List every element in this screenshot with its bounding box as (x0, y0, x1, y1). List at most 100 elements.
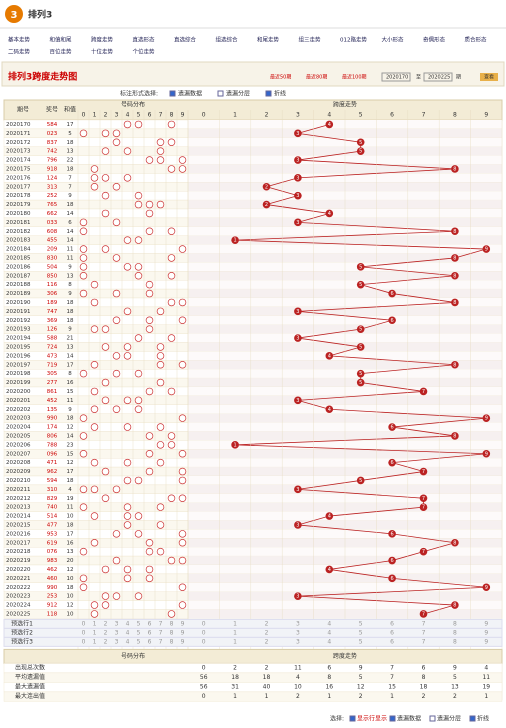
nav-link[interactable]: 大小形态 (382, 36, 405, 44)
preselect-digit[interactable]: 2 (265, 629, 269, 636)
preselect-digit[interactable]: 2 (265, 638, 269, 645)
to-box[interactable] (423, 72, 453, 82)
preselect-digit[interactable]: 5 (359, 629, 363, 636)
preselect-digit[interactable]: 1 (233, 620, 237, 627)
from-input[interactable]: 2020170 (386, 75, 408, 81)
preselect-digit[interactable]: 6 (148, 638, 152, 645)
nav-link[interactable]: 直选形态 (133, 36, 156, 44)
preselect-digit[interactable]: 4 (126, 620, 130, 627)
nav-link[interactable]: 个位走势 (133, 48, 156, 56)
preselect-digit[interactable]: 2 (104, 629, 108, 636)
preselect-digit[interactable]: 3 (296, 629, 300, 636)
preselect-digit[interactable]: 8 (170, 629, 174, 636)
to-input[interactable]: 2020225 (428, 75, 450, 81)
preselect-digit[interactable]: 4 (327, 638, 331, 645)
preselect-digit[interactable]: 7 (422, 620, 426, 627)
preselect-digit[interactable]: 6 (148, 629, 152, 636)
nav-link[interactable]: 质合形态 (465, 36, 488, 44)
checkbox[interactable] (389, 715, 396, 722)
preselect-digit[interactable]: 0 (82, 638, 86, 645)
preselect-digit[interactable]: 3 (296, 638, 300, 645)
preselect-digit[interactable]: 9 (484, 620, 488, 627)
preselect-digit[interactable]: 8 (170, 620, 174, 627)
option-label[interactable]: 遗漏数据 (178, 90, 202, 98)
preselect-digit[interactable]: 5 (137, 629, 141, 636)
range-link[interactable]: 最近80期 (306, 74, 327, 81)
preselect-digit[interactable]: 2 (104, 638, 108, 645)
preselect-digit[interactable]: 7 (159, 638, 163, 645)
checkbox[interactable] (217, 90, 224, 97)
footer-option[interactable]: 遗漏数据 (397, 715, 421, 723)
preselect-digit[interactable]: 9 (181, 629, 185, 636)
nav-link[interactable]: 基本走势 (8, 36, 31, 44)
digit-hit (79, 432, 88, 440)
preselect-digit[interactable]: 5 (137, 620, 141, 627)
preselect-digit[interactable]: 4 (327, 629, 331, 636)
nav-link[interactable]: 跨度走势 (91, 36, 114, 44)
nav-link[interactable]: 直选综合 (174, 36, 197, 44)
preselect-digit[interactable]: 8 (453, 629, 457, 636)
preselect-digit[interactable]: 7 (422, 629, 426, 636)
checkbox[interactable] (469, 715, 476, 722)
checkbox[interactable] (169, 90, 176, 97)
preselect-digit[interactable]: 6 (390, 620, 394, 627)
preselect-digit[interactable]: 1 (93, 638, 97, 645)
preselect-digit[interactable]: 1 (233, 638, 237, 645)
checkbox[interactable] (429, 715, 436, 722)
preselect-digit[interactable]: 5 (359, 620, 363, 627)
preselect-digit[interactable]: 8 (453, 620, 457, 627)
preselect-digit[interactable]: 1 (93, 620, 97, 627)
preselect-digit[interactable]: 9 (181, 620, 185, 627)
from-box[interactable] (381, 72, 411, 82)
range-link[interactable]: 最近50期 (270, 74, 291, 81)
preselect-digit[interactable]: 7 (422, 638, 426, 645)
preselect-digit[interactable]: 6 (390, 629, 394, 636)
preselect-digit[interactable]: 2 (104, 620, 108, 627)
nav-link[interactable]: 012路走势 (340, 36, 367, 44)
view-button-text[interactable]: 查看 (484, 74, 494, 81)
preselect-digit[interactable]: 3 (296, 620, 300, 627)
preselect-digit[interactable]: 4 (126, 638, 130, 645)
preselect-digit[interactable]: 8 (453, 638, 457, 645)
preselect-digit[interactable]: 3 (115, 620, 119, 627)
preselect-digit[interactable]: 5 (359, 638, 363, 645)
preselect-digit[interactable]: 4 (327, 620, 331, 627)
option-label[interactable]: 遗漏分层 (226, 90, 250, 98)
nav-link[interactable]: 百位走势 (50, 48, 73, 56)
range-link[interactable]: 最近100期 (342, 74, 367, 81)
preselect-digit[interactable]: 0 (202, 629, 206, 636)
preselect-digit[interactable]: 6 (390, 638, 394, 645)
nav-link[interactable]: 组三走势 (299, 36, 322, 44)
preselect-digit[interactable]: 0 (82, 620, 86, 627)
checkbox[interactable] (349, 715, 356, 722)
footer-option[interactable]: 折线 (477, 715, 489, 723)
preselect-digit[interactable]: 5 (137, 638, 141, 645)
view-button[interactable] (480, 73, 498, 81)
preselect-digit[interactable]: 9 (484, 638, 488, 645)
option-label[interactable]: 折线 (274, 90, 286, 98)
footer-option[interactable]: 遗漏分层 (437, 715, 461, 723)
nav-link[interactable]: 二码走势 (8, 48, 31, 56)
preselect-digit[interactable]: 8 (170, 638, 174, 645)
checkbox[interactable] (265, 90, 272, 97)
preselect-digit[interactable]: 3 (115, 638, 119, 645)
preselect-digit[interactable]: 7 (159, 629, 163, 636)
preselect-digit[interactable]: 0 (202, 638, 206, 645)
nav-link[interactable]: 和值和尾 (50, 36, 73, 44)
preselect-digit[interactable]: 0 (202, 620, 206, 627)
preselect-digit[interactable]: 3 (115, 629, 119, 636)
nav-link[interactable]: 和尾走势 (257, 36, 280, 44)
footer-option[interactable]: 显示行显示 (357, 715, 387, 723)
preselect-digit[interactable]: 1 (233, 629, 237, 636)
preselect-digit[interactable]: 1 (93, 629, 97, 636)
preselect-digit[interactable]: 2 (265, 620, 269, 627)
preselect-digit[interactable]: 9 (484, 629, 488, 636)
nav-link[interactable]: 奇偶形态 (423, 36, 446, 44)
preselect-digit[interactable]: 9 (181, 638, 185, 645)
preselect-digit[interactable]: 6 (148, 620, 152, 627)
preselect-digit[interactable]: 4 (126, 629, 130, 636)
preselect-digit[interactable]: 0 (82, 629, 86, 636)
preselect-digit[interactable]: 7 (159, 620, 163, 627)
nav-link[interactable]: 十位走势 (91, 48, 114, 56)
nav-link[interactable]: 组选综合 (216, 36, 239, 44)
